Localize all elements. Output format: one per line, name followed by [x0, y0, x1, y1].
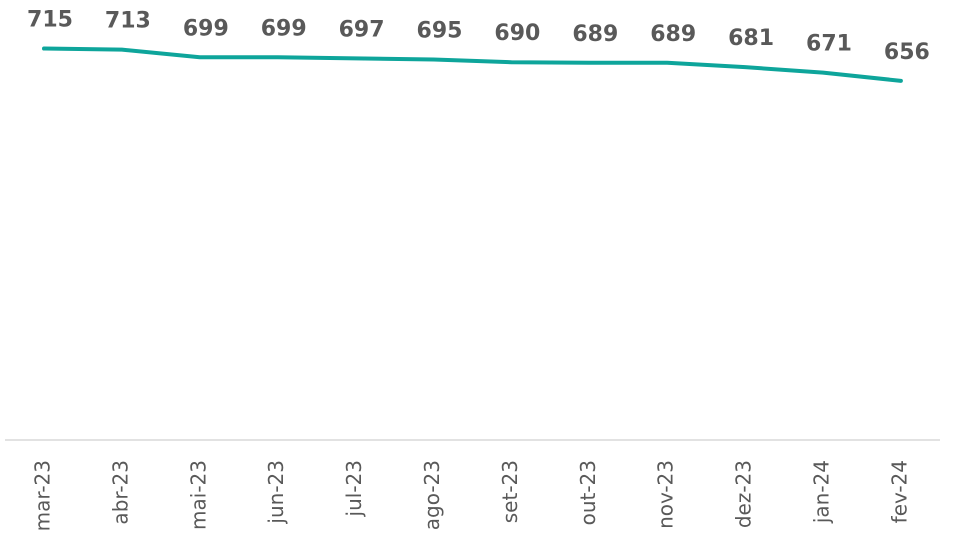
data-label: 671	[806, 32, 852, 57]
data-label: 715	[27, 8, 73, 33]
data-label: 695	[417, 18, 463, 43]
x-tick-label: abr-23	[108, 460, 132, 525]
data-label: 656	[884, 40, 930, 65]
data-label: 690	[494, 21, 540, 46]
x-tick-label: nov-23	[654, 460, 678, 529]
line	[42, 46, 903, 83]
x-tick-label: mar-23	[31, 460, 55, 531]
data-label: 697	[339, 17, 385, 42]
x-tick-label: mai-23	[186, 460, 210, 530]
data-label: 689	[572, 22, 618, 47]
x-tick-label: fev-24	[887, 460, 911, 523]
data-label: 699	[261, 16, 307, 41]
x-tick-label: dez-23	[732, 460, 756, 528]
x-tick-label: ago-23	[420, 460, 444, 530]
x-tick-label: set-23	[498, 460, 522, 523]
data-label: 699	[183, 16, 229, 41]
x-tick-label: jul-23	[342, 460, 366, 517]
data-label: 713	[105, 9, 151, 34]
x-tick-label: out-23	[576, 460, 600, 525]
data-label: 689	[650, 22, 696, 47]
x-tick-label: jan-24	[810, 460, 834, 524]
x-tick-label: jun-23	[264, 460, 288, 525]
data-label: 681	[728, 26, 774, 51]
